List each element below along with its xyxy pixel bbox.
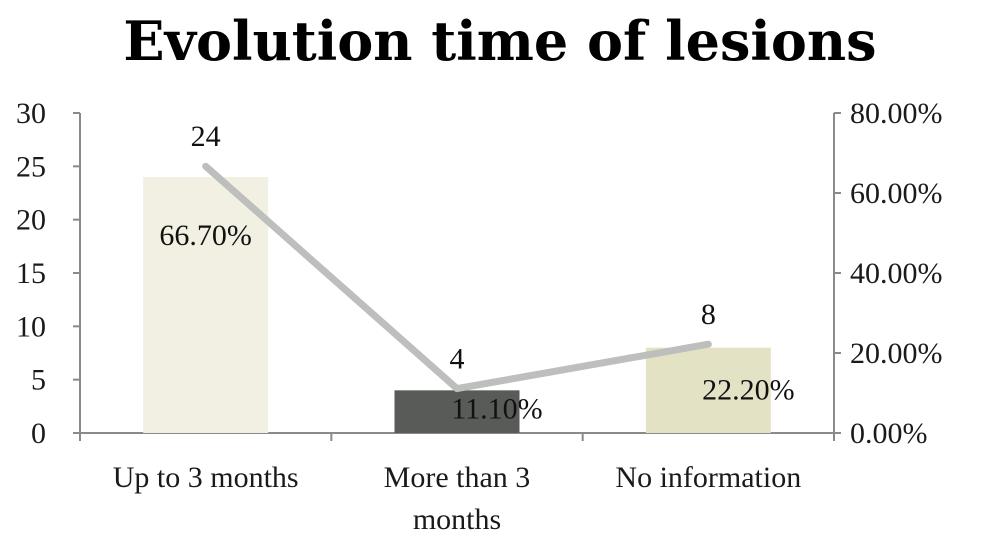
data-labels: 24 4 8 66.70% 11.10% 22.20% [159, 120, 794, 425]
right-tick-label: 80.00% [850, 97, 943, 130]
left-tick-label: 30 [16, 97, 46, 130]
left-tick-label: 5 [31, 364, 46, 397]
right-tick-label: 60.00% [850, 177, 943, 210]
right-tick-label: 20.00% [850, 337, 943, 370]
count-label-2: 4 [450, 343, 465, 376]
category-labels: Up to 3 months More than 3 months No inform… [113, 461, 802, 536]
percent-label-3: 22.20% [702, 374, 795, 407]
left-tick-label: 0 [31, 417, 46, 450]
chart-title: Evolution time of lesions [123, 9, 876, 73]
left-tick-label: 25 [16, 150, 46, 183]
count-label-3: 8 [701, 298, 716, 331]
category-label-1: Up to 3 months [113, 461, 299, 494]
axes: 0 5 10 15 20 25 30 0.00% 20.00% 40.00% 60.00% 80.00… [16, 97, 943, 450]
percent-label-2: 11.10% [451, 392, 542, 425]
left-tick-label: 20 [16, 204, 46, 237]
count-label-1: 24 [191, 120, 221, 153]
category-label-2: months [413, 503, 501, 536]
left-tick-label: 10 [16, 310, 46, 343]
percent-label-1: 66.70% [159, 219, 252, 252]
bar-3 [645, 347, 771, 433]
right-tick-label: 40.00% [850, 257, 943, 290]
left-tick-label: 15 [16, 257, 46, 290]
bar-1 [143, 177, 269, 433]
percentage-line [202, 162, 712, 393]
right-tick-label: 0.00% [850, 417, 928, 450]
bar-2 [394, 390, 520, 433]
percentage-polyline [202, 162, 712, 393]
bars [143, 177, 771, 433]
category-label-3: No information [615, 461, 801, 494]
category-label-2: More than 3 [384, 461, 531, 494]
